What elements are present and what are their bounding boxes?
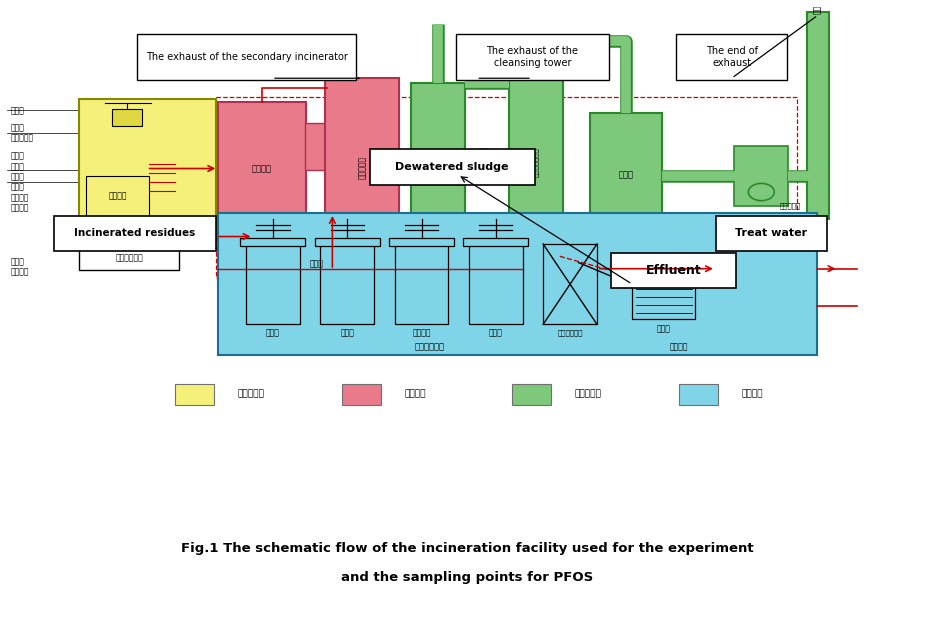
Bar (54, 215, 217, 251)
Text: 自動投入設備: 自動投入設備 (115, 254, 143, 263)
Bar (219, 102, 306, 235)
Text: Incinerated residues: Incinerated residues (75, 228, 196, 238)
Text: The end of
exhaust: The end of exhaust (705, 46, 757, 67)
Bar (112, 109, 142, 127)
Bar (456, 34, 609, 80)
Bar (544, 244, 597, 324)
Text: Dewatered sludge: Dewatered sludge (395, 162, 509, 172)
Bar (86, 176, 149, 216)
Text: 誘引送風機: 誘引送風機 (780, 202, 800, 209)
Bar (589, 113, 662, 236)
Bar (370, 149, 535, 185)
Text: 主燃焼炉: 主燃焼炉 (252, 164, 272, 173)
Bar (342, 384, 381, 405)
Bar (272, 234, 361, 276)
Bar (394, 244, 448, 324)
Text: 排水処理設備: 排水処理設備 (415, 343, 445, 352)
Text: アルカリ水: アルカリ水 (479, 146, 488, 169)
Text: The exhaust of the secondary incinerator: The exhaust of the secondary incinerator (146, 52, 347, 62)
Bar (219, 213, 817, 355)
Text: 凝集槽: 凝集槽 (340, 328, 354, 338)
Bar (246, 244, 300, 324)
Bar (240, 238, 305, 246)
Bar (676, 34, 787, 80)
Bar (679, 384, 717, 405)
Bar (315, 238, 380, 246)
Text: Fig.1 The schematic flow of the incineration facility used for the experiment: Fig.1 The schematic flow of the incinera… (180, 542, 754, 555)
Text: 供給設備: 供給設備 (108, 192, 127, 201)
Bar (469, 244, 523, 324)
Text: Effluent: Effluent (645, 264, 701, 277)
Text: 医　療
産業廃物: 医 療 産業廃物 (10, 257, 29, 276)
Text: 废ガス処理: 废ガス処理 (574, 389, 601, 398)
Text: 沈殿槽: 沈殿槽 (488, 328, 502, 338)
Text: クレーンピット: クレーンピット (131, 240, 164, 248)
Bar (304, 124, 327, 170)
Text: 廃　酸
廃アルカリ: 廃 酸 廃アルカリ (10, 123, 34, 142)
Bar (509, 79, 562, 245)
Bar (715, 215, 828, 251)
Bar (320, 244, 375, 324)
Text: アルカリ洗浄塔: アルカリ洗浄塔 (532, 147, 539, 177)
Text: 燃え殻: 燃え殻 (310, 259, 323, 268)
Text: 廃棘物供給: 廃棘物供給 (237, 389, 264, 398)
Text: 急冷塔: 急冷塔 (433, 154, 443, 167)
Text: The exhaust of the
cleansing tower: The exhaust of the cleansing tower (487, 46, 578, 67)
Text: 煙突: 煙突 (814, 4, 823, 14)
Text: 中和槽: 中和槽 (266, 328, 280, 338)
Text: 脱水汚泥: 脱水汚泥 (670, 343, 688, 352)
Bar (389, 238, 454, 246)
Text: 二次燃焼炉: 二次燃焼炉 (358, 157, 366, 180)
Bar (78, 99, 217, 238)
Text: 廃　油: 廃 油 (10, 106, 24, 115)
Text: 蓄積機: 蓄積機 (618, 170, 633, 179)
Text: 焼却処理: 焼却処理 (404, 389, 426, 398)
Text: and the sampling points for PFOS: and the sampling points for PFOS (341, 572, 593, 585)
Bar (512, 384, 550, 405)
Bar (411, 83, 465, 238)
Bar (325, 78, 399, 258)
Bar (78, 246, 179, 270)
Text: 排水処理: 排水処理 (742, 389, 763, 398)
Text: 汚　泥
廃プラ
木くず
紙くず
助燃残さ
一般ごみ: 汚 泥 廃プラ 木くず 紙くず 助燃残さ 一般ごみ (10, 152, 29, 213)
Bar (807, 12, 829, 219)
Text: 活性炭吸着塔: 活性炭吸着塔 (558, 329, 583, 336)
Bar (175, 384, 214, 405)
Bar (463, 238, 529, 246)
Text: 薬注投槽: 薬注投槽 (412, 328, 431, 338)
Bar (611, 253, 736, 288)
Bar (632, 267, 696, 319)
Bar (137, 34, 356, 80)
Bar (734, 146, 788, 206)
Text: Treat water: Treat water (735, 228, 808, 238)
Text: 脱水機: 脱水機 (657, 325, 671, 334)
